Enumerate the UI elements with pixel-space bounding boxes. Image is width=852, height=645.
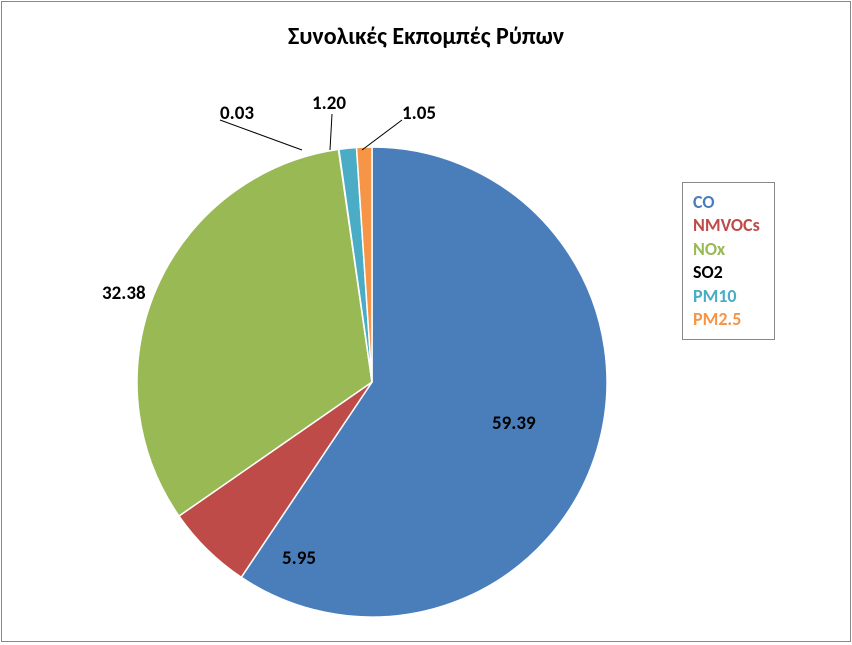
data-label-co: 59.39 [492,412,536,435]
legend-item-nmvocs: NMVOCs [693,214,760,237]
data-label-so2: 0.03 [220,102,254,125]
data-label-nox: 32.38 [102,282,146,305]
legend: CONMVOCsNOxSO2PM10PM2.5 [682,182,775,340]
legend-item-co: CO [693,191,760,214]
data-label-nmvocs: 5.95 [282,547,316,570]
legend-item-pm10: PM10 [693,285,760,308]
legend-item-so2: SO2 [693,261,760,284]
chart-container: Συνολικές Εκπομπές Ρύπων CONMVOCsNOxSO2P… [1,1,851,642]
data-label-pm10: 1.20 [312,92,346,115]
legend-item-pm25: PM2.5 [693,308,760,331]
legend-item-nox: NOx [693,238,760,261]
data-label-pm25: 1.05 [402,102,436,125]
